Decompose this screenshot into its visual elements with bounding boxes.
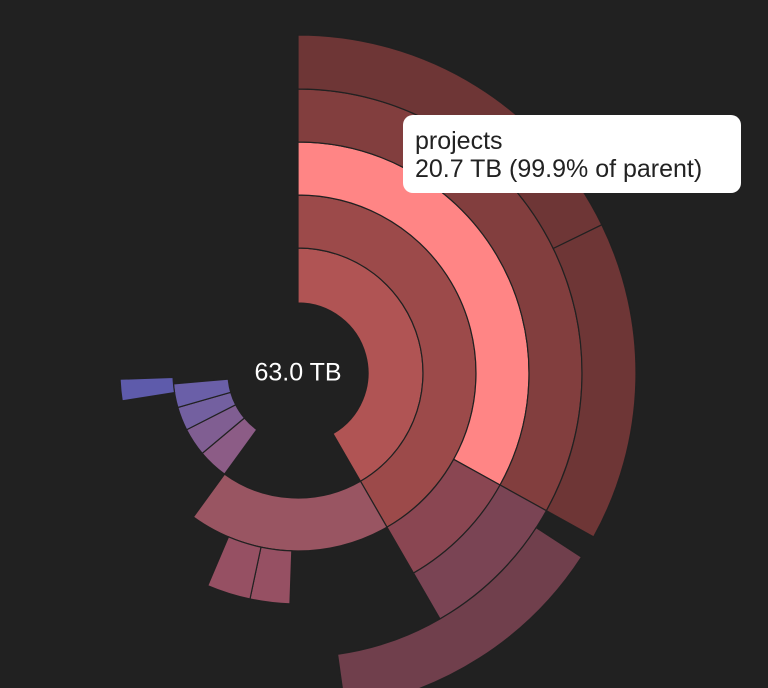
- tooltip-detail: 20.7 TB (99.9% of parent): [415, 155, 703, 183]
- center-label: 63.0 TB: [254, 358, 342, 387]
- sunburst-segment[interactable]: [172, 378, 232, 409]
- sunburst-segment[interactable]: [206, 536, 262, 600]
- tooltip-name: projects: [415, 127, 503, 155]
- tooltip: projects 20.7 TB (99.9% of parent): [403, 115, 741, 193]
- sunburst-segment[interactable]: [545, 224, 637, 538]
- sunburst-segment[interactable]: [119, 376, 176, 402]
- sunburst-segment[interactable]: [192, 473, 388, 552]
- sunburst-segment[interactable]: [336, 526, 583, 688]
